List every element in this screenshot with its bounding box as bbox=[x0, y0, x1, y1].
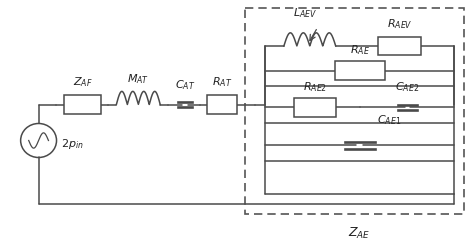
Text: $L_{AEV}$: $L_{AEV}$ bbox=[293, 6, 317, 20]
Text: $R_{AEV}$: $R_{AEV}$ bbox=[387, 17, 412, 31]
Bar bbox=[335, 61, 384, 80]
Bar bbox=[245, 8, 465, 214]
Text: $Z_{AF}$: $Z_{AF}$ bbox=[73, 76, 92, 90]
Text: $R_{AT}$: $R_{AT}$ bbox=[212, 76, 232, 90]
Text: $M_{AT}$: $M_{AT}$ bbox=[127, 72, 149, 86]
Text: $R_{AE2}$: $R_{AE2}$ bbox=[303, 80, 327, 94]
Text: $Z_{AE}$: $Z_{AE}$ bbox=[348, 226, 371, 241]
Text: $R_{AE}$: $R_{AE}$ bbox=[350, 44, 370, 57]
Text: $C_{AT}$: $C_{AT}$ bbox=[175, 78, 195, 92]
Bar bbox=[294, 98, 336, 117]
Bar bbox=[378, 37, 421, 55]
Text: $2p_{in}$: $2p_{in}$ bbox=[61, 137, 83, 151]
Bar bbox=[207, 95, 237, 114]
Bar bbox=[64, 95, 101, 114]
Text: $C_{AE2}$: $C_{AE2}$ bbox=[395, 80, 419, 94]
Text: $C_{AE1}$: $C_{AE1}$ bbox=[377, 113, 401, 127]
